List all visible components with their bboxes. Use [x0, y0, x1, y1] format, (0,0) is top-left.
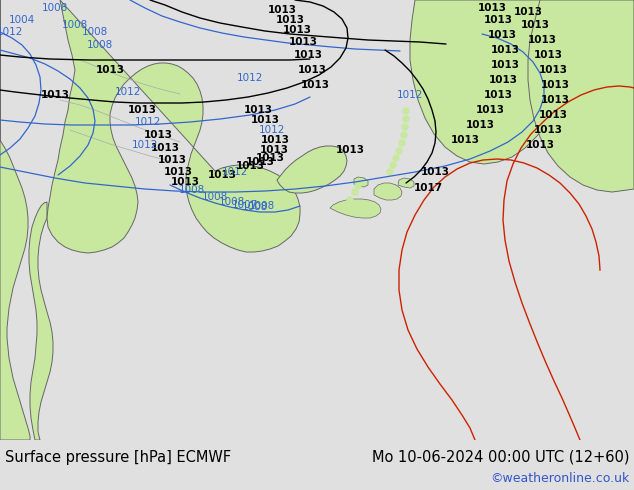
Circle shape	[396, 148, 402, 154]
Text: 1013: 1013	[538, 65, 567, 75]
Text: 1013: 1013	[451, 135, 479, 145]
Circle shape	[399, 140, 405, 146]
Text: 1013: 1013	[127, 105, 157, 115]
Text: 1013: 1013	[268, 5, 297, 15]
Text: 1013: 1013	[235, 161, 264, 171]
Text: 1013: 1013	[288, 37, 318, 47]
Polygon shape	[398, 178, 414, 188]
Text: 1013: 1013	[164, 167, 193, 177]
Text: 1013: 1013	[41, 90, 70, 100]
Text: 1012: 1012	[237, 73, 263, 83]
Text: 1013: 1013	[276, 15, 304, 25]
Text: 1013: 1013	[465, 120, 495, 130]
Text: 1008: 1008	[179, 185, 205, 195]
Text: 1012: 1012	[397, 90, 423, 100]
Text: 1012: 1012	[132, 140, 158, 150]
Text: 1013: 1013	[256, 153, 285, 163]
Text: 1013: 1013	[491, 45, 519, 55]
Text: ©weatheronline.co.uk: ©weatheronline.co.uk	[489, 471, 629, 485]
Polygon shape	[330, 199, 381, 218]
Text: 1008: 1008	[202, 192, 228, 202]
Polygon shape	[354, 177, 368, 187]
Text: 1013: 1013	[533, 50, 562, 60]
Text: 1013: 1013	[297, 65, 327, 75]
Text: 1013: 1013	[420, 167, 450, 177]
Text: 1013: 1013	[476, 105, 505, 115]
Circle shape	[387, 169, 393, 175]
Circle shape	[403, 116, 409, 122]
Polygon shape	[0, 0, 30, 440]
Text: 1013: 1013	[335, 145, 365, 155]
Polygon shape	[47, 0, 300, 253]
Text: Surface pressure [hPa] ECMWF: Surface pressure [hPa] ECMWF	[5, 449, 231, 465]
Text: 1013: 1013	[171, 177, 200, 187]
Text: 1013: 1013	[259, 145, 288, 155]
Text: 1013: 1013	[489, 75, 517, 85]
Text: 1013: 1013	[484, 90, 512, 100]
Text: 1013: 1013	[245, 157, 275, 167]
Text: 1012: 1012	[259, 125, 285, 135]
Text: 1013: 1013	[294, 50, 323, 60]
Text: 1008: 1008	[42, 3, 68, 13]
Circle shape	[402, 124, 408, 130]
Text: 1008: 1008	[242, 202, 268, 212]
Text: 1013: 1013	[491, 60, 519, 70]
Text: 1013: 1013	[261, 135, 290, 145]
Text: 1013: 1013	[526, 140, 555, 150]
Text: 1013: 1013	[488, 30, 517, 40]
Text: 1012: 1012	[0, 27, 23, 37]
Text: 1013: 1013	[527, 35, 557, 45]
Text: 1013: 1013	[283, 25, 311, 35]
Text: 1017: 1017	[413, 183, 443, 193]
Circle shape	[352, 189, 358, 195]
Polygon shape	[374, 183, 402, 200]
Text: 1013: 1013	[521, 20, 550, 30]
Text: 1013: 1013	[484, 15, 512, 25]
Text: 1013: 1013	[514, 7, 543, 17]
Text: 1012: 1012	[115, 87, 141, 97]
Text: 1013: 1013	[477, 3, 507, 13]
Polygon shape	[528, 0, 634, 192]
Text: 1013: 1013	[143, 130, 172, 140]
Text: 1012: 1012	[222, 167, 248, 177]
Text: 1013: 1013	[96, 65, 124, 75]
Text: 1013: 1013	[541, 80, 569, 90]
Text: 1013: 1013	[250, 115, 280, 125]
Text: 1013: 1013	[157, 155, 186, 165]
Polygon shape	[277, 146, 347, 193]
Text: 1013: 1013	[538, 110, 567, 120]
Text: 1007: 1007	[232, 200, 258, 210]
Text: Mo 10-06-2024 00:00 UTC (12+60): Mo 10-06-2024 00:00 UTC (12+60)	[372, 449, 629, 465]
Circle shape	[403, 108, 409, 114]
Text: 1008: 1008	[82, 27, 108, 37]
Circle shape	[393, 155, 399, 161]
Circle shape	[401, 132, 407, 138]
Circle shape	[347, 197, 353, 203]
Text: 1013: 1013	[243, 105, 273, 115]
Circle shape	[390, 162, 396, 168]
Polygon shape	[29, 202, 53, 440]
Circle shape	[355, 183, 361, 189]
Text: 1008: 1008	[249, 201, 275, 211]
Text: 1013: 1013	[533, 125, 562, 135]
Text: 1012: 1012	[135, 117, 161, 127]
Text: 1013: 1013	[150, 143, 179, 153]
Text: 1013: 1013	[541, 95, 569, 105]
Text: 1004: 1004	[9, 15, 35, 25]
Text: 1008: 1008	[62, 20, 88, 30]
Polygon shape	[410, 0, 573, 164]
Text: 1008: 1008	[87, 40, 113, 50]
Text: 1013: 1013	[301, 80, 330, 90]
Text: 1008: 1008	[219, 197, 245, 207]
Text: 1013: 1013	[207, 170, 236, 180]
